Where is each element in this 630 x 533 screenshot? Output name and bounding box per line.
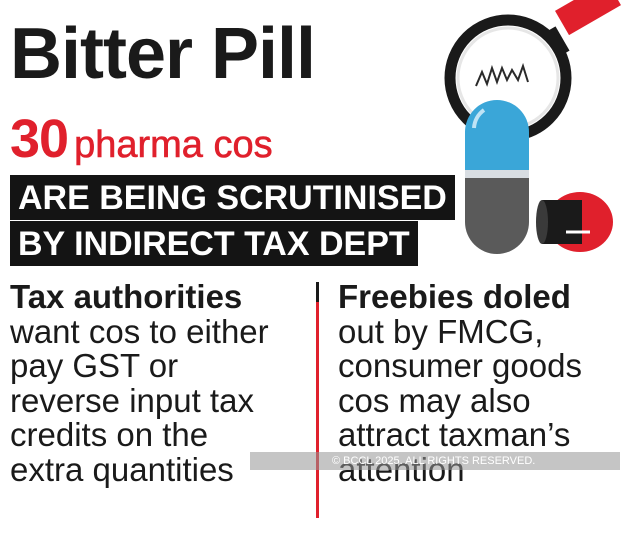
left-column-line: credits on the — [10, 416, 209, 453]
left-column-line: extra quantities — [10, 450, 234, 488]
band-line-2: BY INDIRECT TAX DEPT — [10, 221, 418, 266]
left-column-heading: Tax authorities — [10, 278, 243, 315]
page-title: Bitter Pill — [10, 14, 316, 94]
right-column-line: out by FMCG, — [338, 312, 544, 350]
right-column-line: consumer goods — [338, 347, 582, 384]
right-column-heading: Freebies doled — [338, 278, 571, 315]
column-divider — [316, 282, 319, 518]
band-line-1: ARE BEING SCRUTINISED — [10, 175, 455, 220]
subtitle-text: pharma cos — [74, 124, 273, 166]
subtitle-number: 30 — [10, 109, 69, 169]
capsule-icon — [465, 100, 529, 254]
left-column-line: pay GST or — [10, 347, 179, 384]
left-column: Tax authorities want cos to either pay G… — [10, 278, 269, 488]
copyright-watermark: © BCCL 2025. ALL RIGHTS RESERVED. — [250, 452, 620, 470]
right-column-line: attract taxman’s — [338, 416, 571, 453]
left-column-line: reverse input tax — [10, 381, 254, 419]
left-column-line: want cos to either — [10, 312, 269, 350]
pill-icon — [536, 192, 613, 252]
right-column-line: cos may also — [338, 381, 531, 419]
subtitle: 30 pharma cos — [10, 112, 273, 166]
illustration — [444, 0, 621, 254]
